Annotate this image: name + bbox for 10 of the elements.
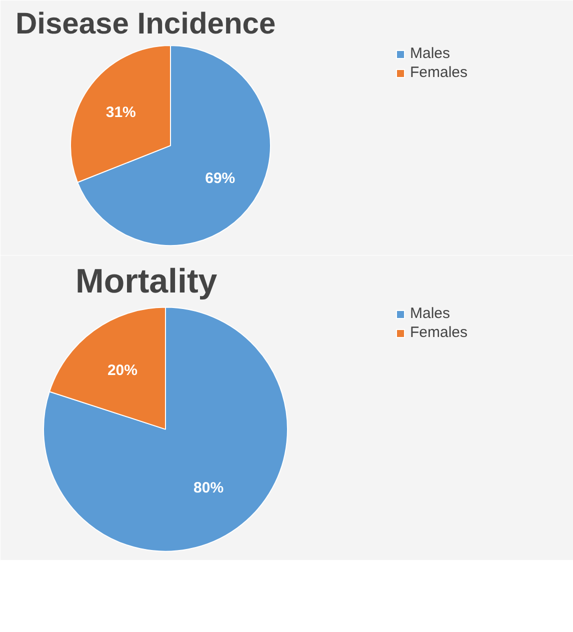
chart-title: Mortality [76, 262, 218, 300]
legend-label: Females [410, 324, 468, 341]
data-label: 20% [107, 362, 138, 380]
data-label: 80% [194, 479, 224, 496]
legend-label: Males [410, 305, 450, 322]
data-label: 31% [106, 104, 136, 122]
legend-label: Males [410, 45, 450, 62]
data-label: 69% [205, 170, 236, 187]
chart-title: Disease Incidence [16, 8, 276, 40]
legend-label: Females [410, 64, 468, 81]
